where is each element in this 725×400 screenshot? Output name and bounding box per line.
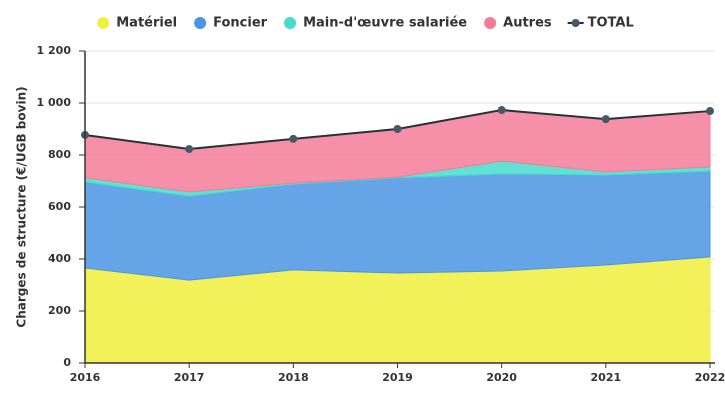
x-tick-label: 2016 — [70, 371, 101, 384]
y-tick-label: 1 200 — [37, 44, 72, 57]
legend-label: TOTAL — [588, 16, 634, 31]
legend-label: Autres — [503, 16, 552, 31]
total-marker — [393, 125, 402, 133]
total-marker — [185, 145, 194, 154]
x-tick-label: 2021 — [591, 371, 622, 384]
legend-swatch — [484, 17, 497, 29]
x-tick-label: 2017 — [174, 371, 205, 384]
total-marker — [601, 115, 610, 124]
y-tick-label: 0 — [63, 356, 71, 369]
y-tick-label: 200 — [48, 304, 71, 317]
x-tick-label: 2018 — [278, 371, 309, 384]
legend-item: Main-d'œuvre salariée — [284, 16, 467, 31]
legend-label: Matériel — [116, 16, 177, 31]
legend-item: TOTAL — [567, 16, 634, 31]
total-marker — [289, 134, 298, 143]
y-tick-label: 600 — [48, 200, 71, 213]
total-marker — [497, 106, 506, 115]
legend-item: Matériel — [97, 16, 177, 31]
legend: Matériel Foncier Main-d'œuvre salariée Autr… — [97, 16, 634, 31]
x-tick-label: 2020 — [486, 371, 517, 384]
legend-swatch — [284, 17, 297, 29]
y-tick-label: 400 — [48, 252, 71, 265]
legend-swatch — [571, 19, 580, 27]
total-marker — [706, 107, 714, 116]
y-tick-label: 1 000 — [37, 96, 72, 109]
y-axis-label: Charges de structure (€/UGB bovin) — [15, 86, 29, 327]
legend-swatch — [194, 17, 207, 29]
x-tick-label: 2019 — [382, 371, 413, 384]
y-tick-label: 800 — [48, 148, 71, 161]
legend-label: Main-d'œuvre salariée — [303, 16, 467, 31]
legend-label: Foncier — [213, 16, 268, 31]
legend-item: Autres — [484, 16, 552, 31]
x-tick-label: 2022 — [695, 371, 725, 384]
legend-item: Foncier — [194, 16, 268, 31]
legend-swatch — [97, 17, 110, 29]
